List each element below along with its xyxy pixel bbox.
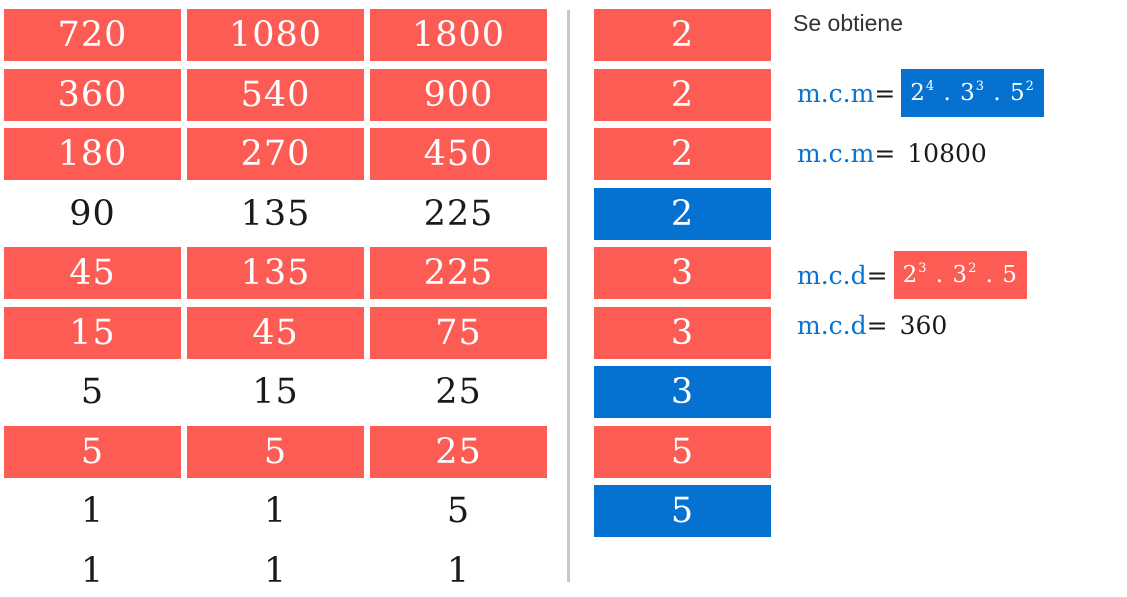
table-cell: 15 [252, 372, 299, 412]
table-cell: 900 [370, 69, 547, 121]
table-cell: 1 [263, 491, 288, 531]
factor-exponent: 4 [925, 78, 936, 94]
divisor-cell: 3 [594, 247, 771, 299]
table-cell: 75 [370, 307, 547, 359]
table-cell: 1 [80, 551, 105, 591]
table-cell: 450 [370, 128, 547, 180]
divisor-cell: 3 [594, 366, 771, 418]
table-cell: 135 [187, 247, 364, 299]
mcm-value-line: m.c.m = 10800 [797, 135, 987, 171]
table-cell: 1 [446, 551, 471, 591]
mcd-label: m.c.d [797, 260, 867, 290]
factor-base: 2 [910, 80, 926, 106]
factor-separator: . [977, 262, 1003, 288]
factor-base: 3 [952, 262, 969, 288]
mcd-value-line: m.c.d = 360 [797, 307, 947, 343]
mcm-equals-2: = [874, 138, 896, 168]
table-cell: 5 [446, 491, 471, 531]
factor-separator: . [935, 80, 961, 106]
table-cell: 270 [187, 128, 364, 180]
mcd-value: 360 [899, 310, 948, 340]
column-divider [567, 10, 570, 582]
table-cell: 1800 [370, 9, 547, 61]
factor-base: 3 [960, 80, 976, 106]
divisor-cell: 5 [594, 485, 771, 537]
table-cell: 1080 [187, 9, 364, 61]
divisor-cell: 2 [594, 128, 771, 180]
mcd-label-2: m.c.d [797, 310, 867, 340]
factor-separator: . [985, 80, 1010, 106]
factor-separator: . [927, 262, 953, 288]
mcd-equals: = [866, 260, 888, 290]
table-cell: 135 [240, 194, 311, 234]
factor-base: 5 [1009, 80, 1026, 106]
table-cell: 1 [80, 491, 105, 531]
divisor-cell: 5 [594, 426, 771, 478]
factor-exponent: 3 [918, 260, 928, 276]
factor-exponent: 2 [1025, 78, 1035, 94]
factor-base: 5 [1002, 262, 1018, 288]
mcd-equals-2: = [866, 310, 888, 340]
table-cell: 45 [4, 247, 181, 299]
result-heading: Se obtiene [793, 10, 903, 36]
mcm-equals: = [874, 78, 896, 108]
table-cell: 45 [187, 307, 364, 359]
table-cell: 5 [4, 426, 181, 478]
table-cell: 15 [4, 307, 181, 359]
table-cell: 720 [4, 9, 181, 61]
mcm-label-2: m.c.m [797, 138, 875, 168]
table-cell: 5 [187, 426, 364, 478]
table-cell: 225 [423, 194, 494, 234]
mcm-label: m.c.m [797, 78, 875, 108]
table-cell: 25 [435, 372, 482, 412]
factor-exponent: 2 [968, 260, 978, 276]
factor-exponent: 3 [975, 78, 986, 94]
table-cell: 5 [80, 372, 105, 412]
table-cell: 540 [187, 69, 364, 121]
table-cell: 1 [263, 551, 288, 591]
table-cell: 225 [370, 247, 547, 299]
table-cell: 25 [370, 426, 547, 478]
table-cell: 180 [4, 128, 181, 180]
divisor-cell: 3 [594, 307, 771, 359]
table-cell: 90 [69, 194, 116, 234]
divisor-cell: 2 [594, 69, 771, 121]
mcm-value: 10800 [907, 138, 987, 168]
factor-base: 2 [902, 262, 919, 288]
table-cell: 360 [4, 69, 181, 121]
divisor-cell: 2 [594, 188, 771, 240]
divisor-cell: 2 [594, 9, 771, 61]
